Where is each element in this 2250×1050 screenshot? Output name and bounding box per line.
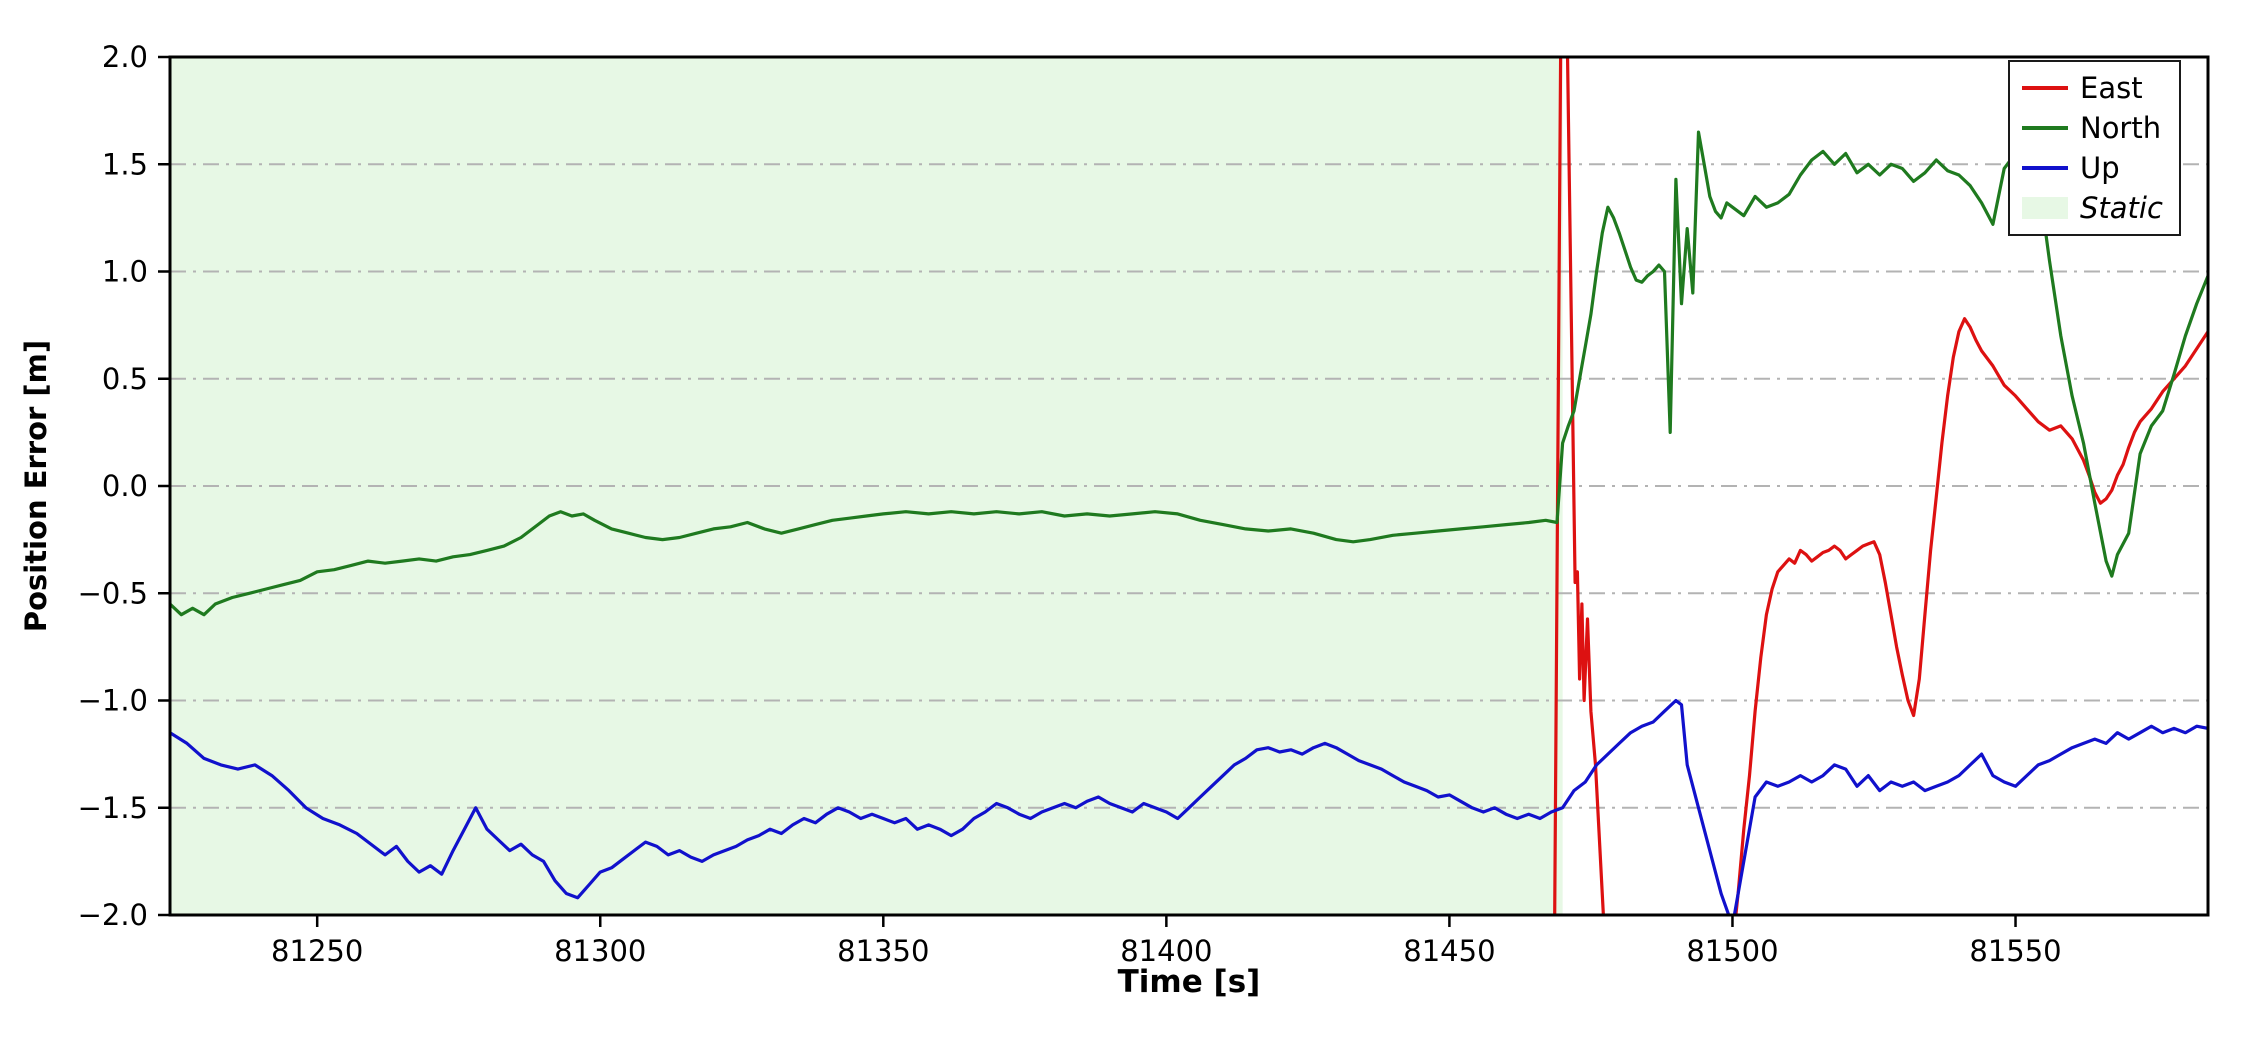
legend-item-north: North [2022, 112, 2163, 144]
legend-label-up: Up [2080, 150, 2120, 185]
y-axis-label: Position Error [m] [19, 339, 53, 633]
east-line-swatch [2022, 86, 2068, 90]
y-tick-label: 1.5 [102, 147, 148, 181]
series-north-line [170, 130, 2208, 617]
north-line-swatch [2022, 126, 2068, 130]
y-tick-label: 0.0 [102, 469, 148, 503]
legend-item-static: Static [2022, 192, 2163, 224]
x-tick-label: 81250 [271, 934, 363, 968]
x-axis-ticks: 81250 81300 81350 81400 81450 81500 81550 [271, 915, 2062, 968]
y-tick-label: 0.5 [102, 362, 148, 396]
series-up-line [170, 698, 2208, 915]
legend: East North Up Static [2008, 60, 2181, 236]
y-axis-ticks: −2.0 −1.5 −1.0 −0.5 0.0 0.5 1.0 1.5 2.0 [78, 40, 170, 932]
up-line-swatch [2022, 166, 2068, 170]
y-tick-label: −1.5 [78, 791, 148, 825]
legend-item-east: East [2022, 72, 2163, 104]
legend-label-static: Static [2080, 190, 2163, 225]
legend-label-east: East [2080, 70, 2143, 105]
y-tick-label: −2.0 [78, 898, 148, 932]
x-tick-label: 81400 [1120, 934, 1212, 968]
x-tick-label: 81450 [1403, 934, 1495, 968]
y-tick-label: 2.0 [102, 40, 148, 74]
gridlines [170, 163, 2208, 809]
y-tick-label: −0.5 [78, 576, 148, 610]
x-tick-label: 81350 [837, 934, 929, 968]
legend-label-north: North [2080, 110, 2162, 145]
x-tick-label: 81550 [1969, 934, 2061, 968]
x-axis-label: Time [s] [1117, 964, 1261, 1000]
y-tick-label: −1.0 [78, 684, 148, 718]
static-patch-swatch [2022, 197, 2068, 219]
x-tick-label: 81500 [1686, 934, 1778, 968]
y-tick-label: 1.0 [102, 255, 148, 289]
legend-item-up: Up [2022, 152, 2163, 184]
x-tick-label: 81300 [554, 934, 646, 968]
